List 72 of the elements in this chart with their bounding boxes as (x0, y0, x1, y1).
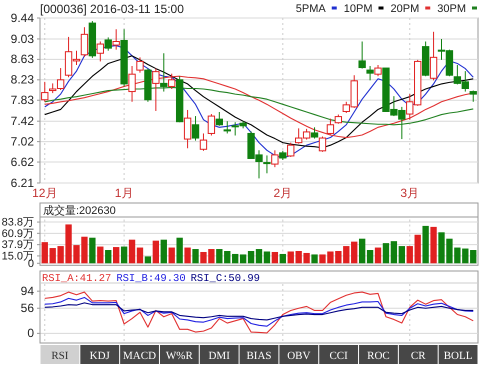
tab-button: BOLL (438, 345, 478, 364)
bar (256, 249, 262, 264)
candlestick (160, 52, 168, 92)
legend-label: 5PMA (296, 3, 326, 15)
bar (81, 236, 88, 264)
line-series (44, 296, 474, 327)
bar (144, 256, 152, 264)
y-tick-label: 0 (27, 326, 34, 340)
y-tick-label: 8.23 (10, 72, 34, 87)
y-tick-label: 83.8万 (2, 216, 34, 229)
tab-button: DMI (200, 345, 239, 364)
y-tick-label: 60.9万 (2, 228, 34, 240)
x-tick-label: 1月 (114, 186, 134, 200)
y-tick-label: 7.02 (10, 134, 34, 148)
bar (89, 238, 96, 264)
bar (152, 240, 160, 264)
bar (430, 226, 437, 264)
chart-title: [000036] 2016-03-11 15:00 (40, 2, 184, 16)
bar (374, 248, 382, 264)
bar (264, 251, 270, 264)
x-tick-label: 12月 (32, 186, 58, 200)
candlestick (184, 109, 192, 149)
candlestick (263, 154, 271, 174)
candlestick (41, 81, 48, 102)
bar (272, 252, 278, 264)
candlestick (128, 66, 136, 102)
y-tick-label: 6.21 (10, 176, 34, 190)
y-tick-label: 9.44 (10, 10, 34, 25)
legend-label: 30PM (437, 3, 466, 15)
tab-button: W%R (160, 345, 199, 364)
tab-button: MACD (120, 345, 159, 364)
bar (128, 240, 136, 264)
y-tick-label: 7.42 (10, 114, 34, 128)
bar (422, 226, 429, 264)
legend-label: 10PM (344, 3, 372, 15)
line-series (44, 292, 474, 334)
bar (311, 254, 318, 264)
bar (73, 245, 80, 264)
bar (280, 254, 286, 264)
bar (136, 248, 144, 264)
series-label: RSI_B:49.30 (116, 273, 186, 285)
x-tick-label: 2月 (273, 186, 292, 200)
y-tick-label: 8.63 (10, 52, 34, 66)
y-tick-label: 56 (20, 301, 34, 316)
y-tick-label: 37.9万 (2, 239, 34, 252)
bar (105, 250, 112, 264)
bar (192, 249, 199, 264)
y-tick-label: 7.83 (10, 93, 34, 108)
bar (184, 248, 191, 264)
tab-button: ROC (359, 345, 398, 364)
tab-button: CCI (319, 345, 358, 364)
x-tick-label: 3月 (400, 186, 420, 200)
y-tick-label: 94 (20, 284, 34, 298)
text: RSI_C:50.99 (190, 273, 260, 285)
bar (176, 238, 183, 264)
tab-button: CR (398, 345, 438, 364)
bar (168, 248, 175, 264)
tab-button: OBV (279, 345, 318, 364)
y-tick-label: 9.03 (10, 32, 34, 46)
legend-label: 20PM (390, 3, 420, 15)
bar (120, 246, 128, 264)
line-series (44, 302, 474, 320)
chart-title: 成交量:202630 (43, 204, 116, 217)
tab-button: RSI (40, 345, 80, 364)
tab-button: BIAS (240, 345, 278, 364)
tab-button: KDJ (80, 345, 120, 364)
series-label: RSI_A:41.27 (42, 273, 112, 285)
bar (113, 247, 120, 264)
bar (160, 240, 167, 264)
bar (438, 232, 445, 264)
y-tick-label: 6.62 (10, 154, 34, 169)
bar (97, 246, 104, 264)
